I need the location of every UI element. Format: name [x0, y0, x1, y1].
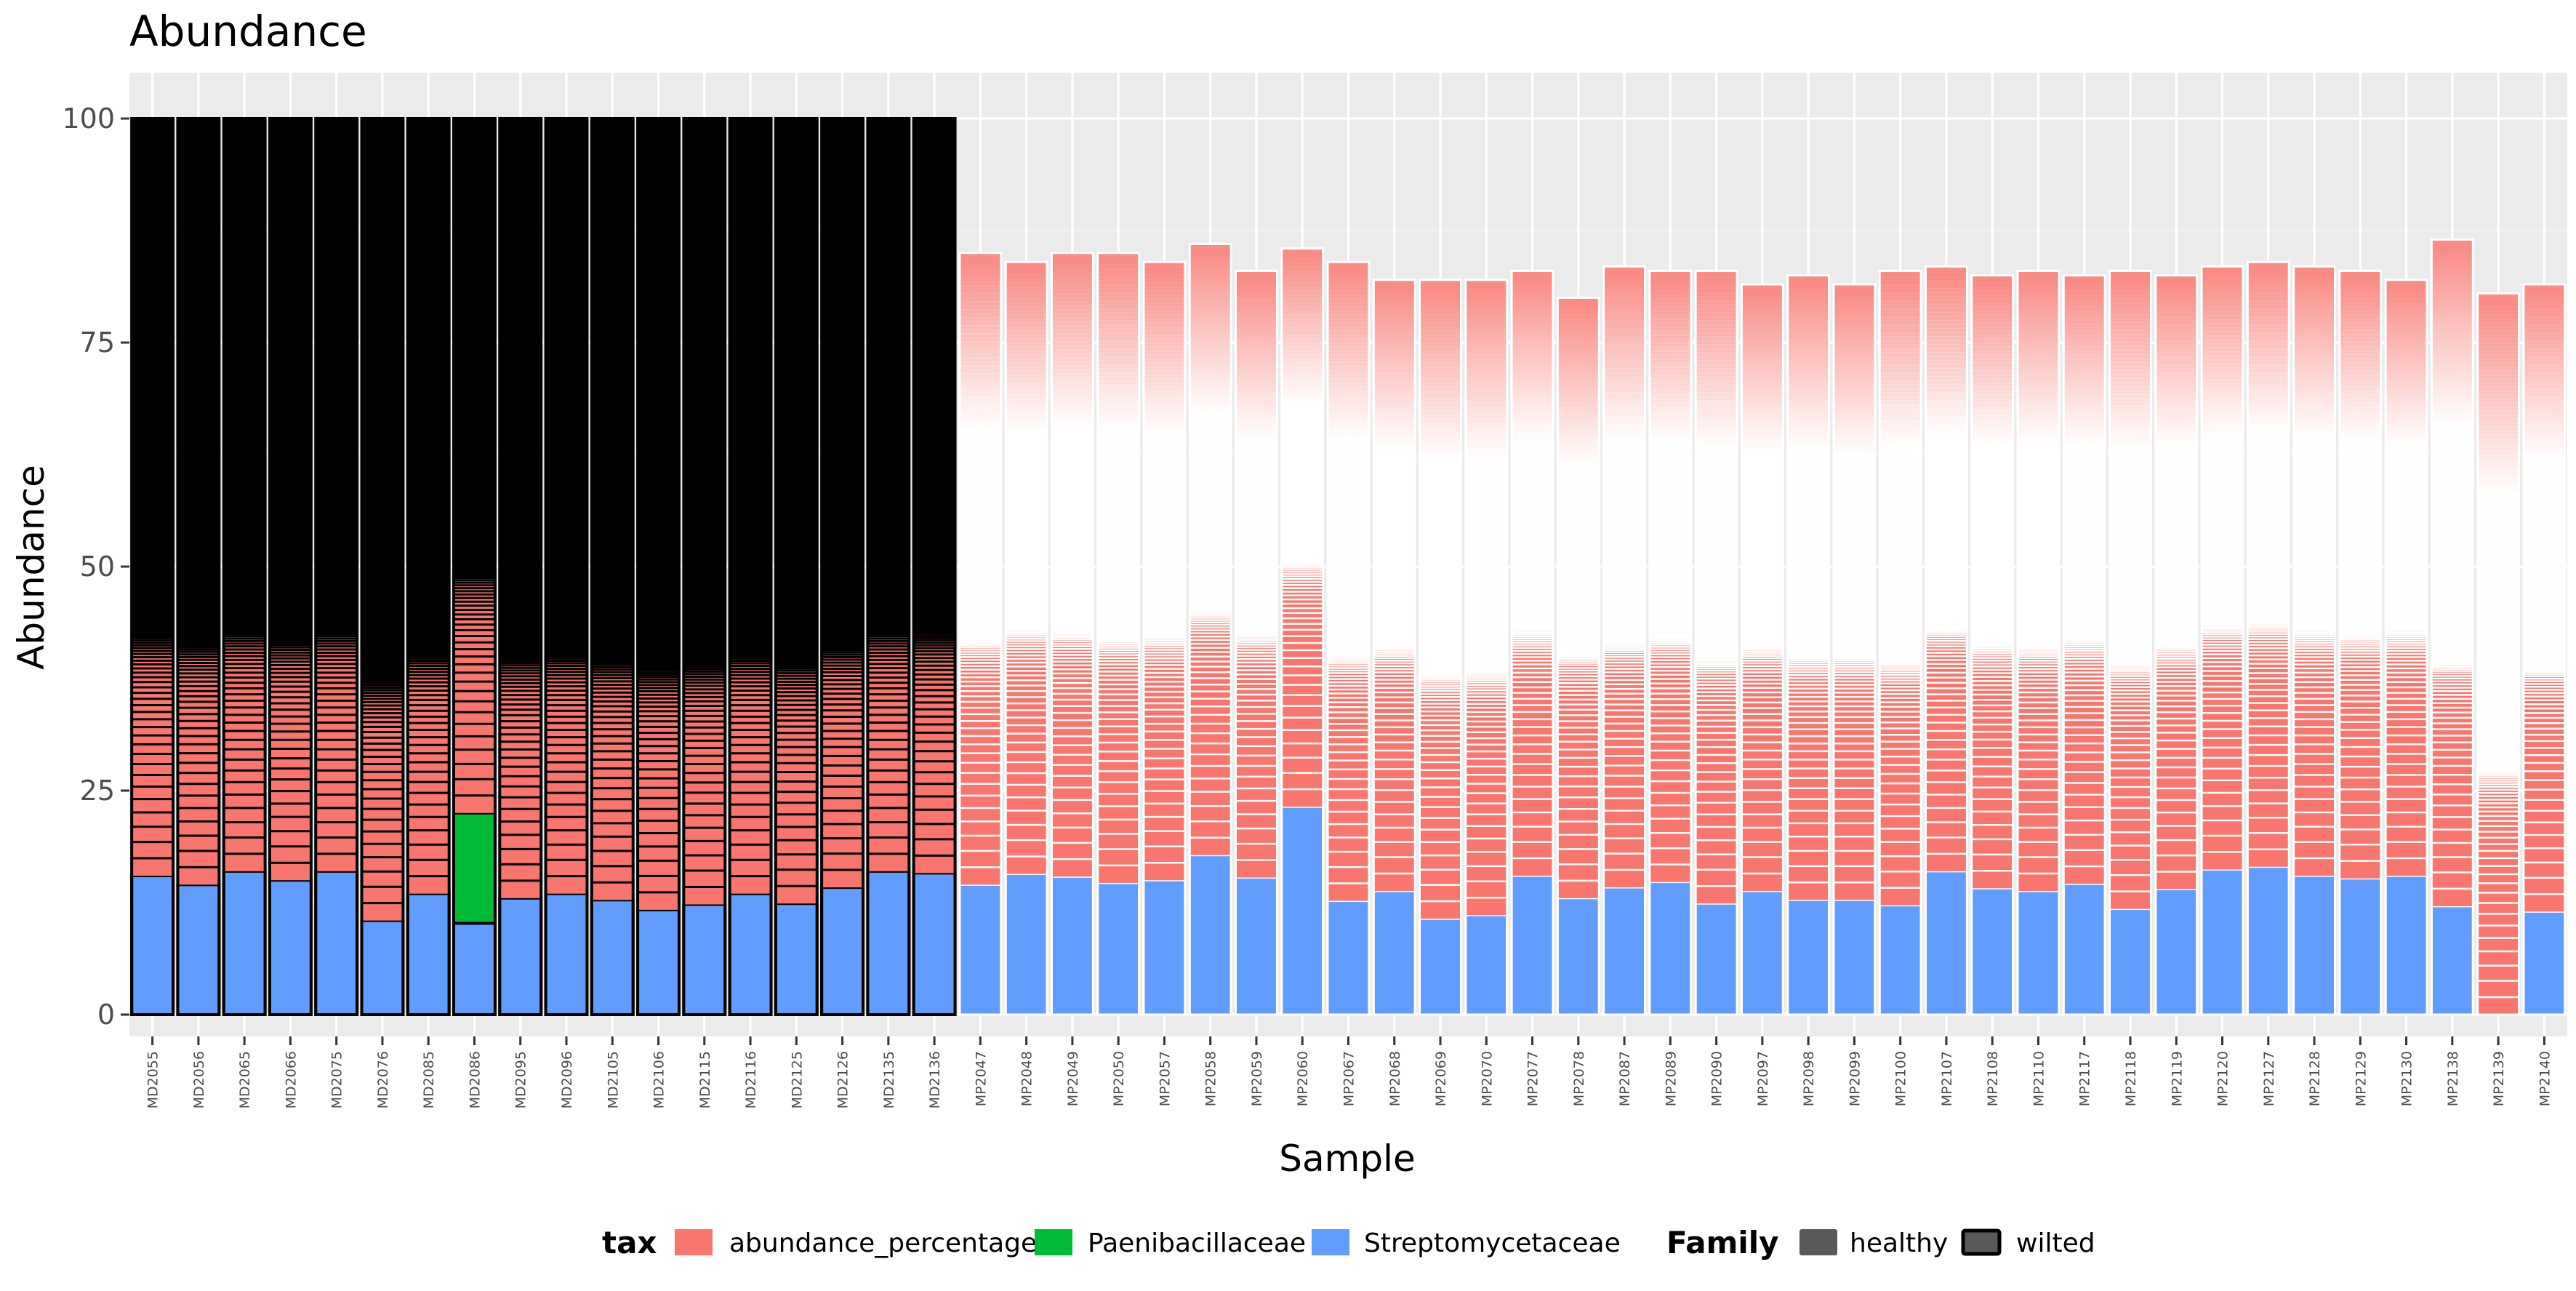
bar-segment-streptomycetaceae	[592, 900, 633, 1015]
bar-segment-streptomycetaceae	[499, 898, 541, 1015]
y-axis-title: Abundance	[10, 465, 52, 670]
bar-segment-streptomycetaceae	[224, 871, 265, 1015]
bar-segment-streptomycetaceae	[132, 876, 173, 1015]
bar-segment-streptomycetaceae	[316, 871, 357, 1015]
x-axis-title: Sample	[1279, 1138, 1415, 1180]
bar-segment-streptomycetaceae	[730, 894, 771, 1015]
bar-segment-streptomycetaceae	[638, 910, 679, 1015]
bar-segment-streptomycetaceae	[408, 894, 449, 1015]
bar-segment-streptomycetaceae	[454, 923, 495, 1015]
bar-segment-streptomycetaceae	[683, 904, 725, 1015]
chart-title: Abundance	[129, 7, 367, 56]
bar-segment-streptomycetaceae	[270, 880, 311, 1015]
bar-segment-streptomycetaceae	[177, 884, 219, 1015]
bar-segment-paenibacillaceae	[454, 813, 495, 924]
bar-segment-streptomycetaceae	[361, 921, 403, 1015]
bar-segment-streptomycetaceae	[546, 894, 587, 1015]
